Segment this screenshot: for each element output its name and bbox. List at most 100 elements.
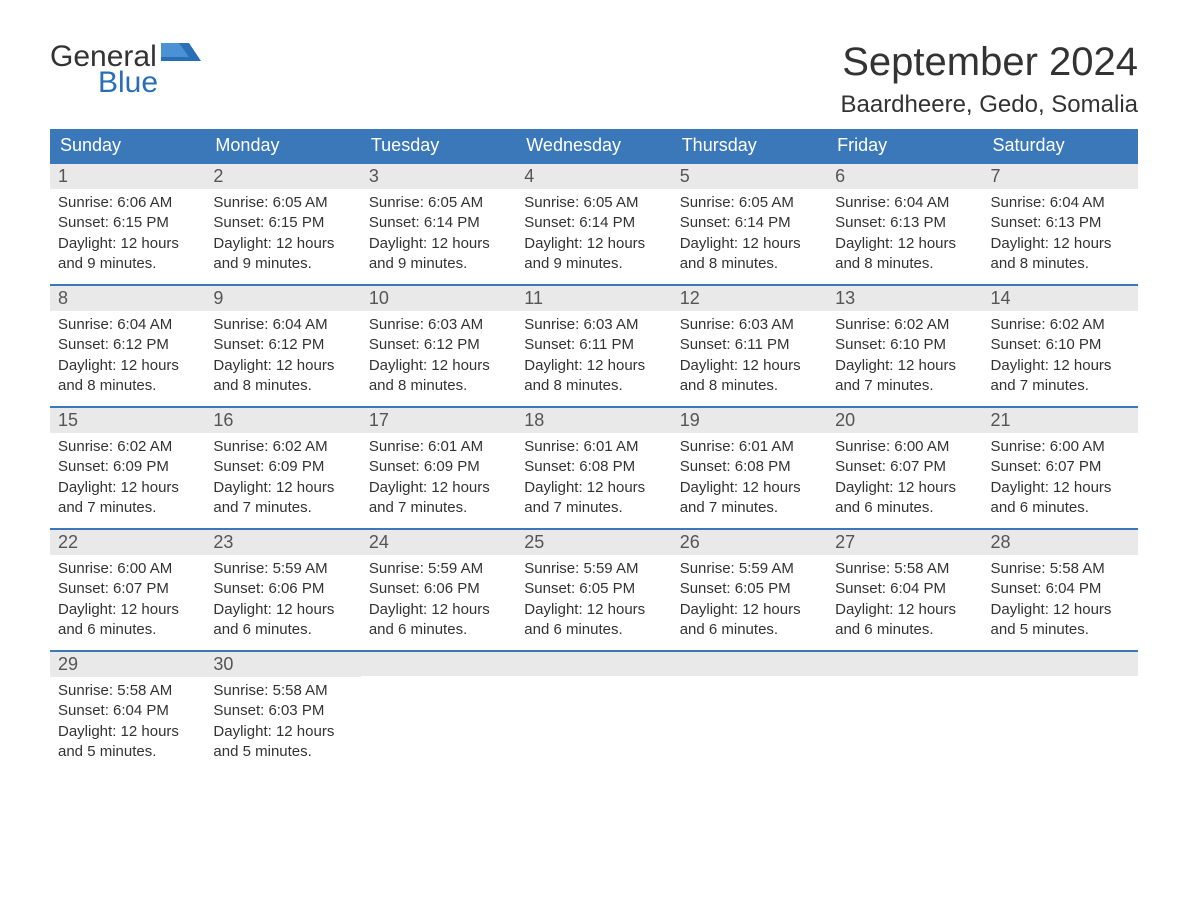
sunset-text: Sunset: 6:15 PM xyxy=(58,213,197,233)
day-body: Sunrise: 6:05 AMSunset: 6:14 PMDaylight:… xyxy=(672,189,827,284)
sunrise-text: Sunrise: 5:59 AM xyxy=(680,559,819,579)
day-number: 26 xyxy=(672,530,827,555)
daylight-text: Daylight: 12 hours and 9 minutes. xyxy=(524,234,663,275)
sunset-text: Sunset: 6:04 PM xyxy=(835,579,974,599)
sunrise-text: Sunrise: 6:06 AM xyxy=(58,193,197,213)
day-body: Sunrise: 6:04 AMSunset: 6:13 PMDaylight:… xyxy=(983,189,1138,284)
daylight-text: Daylight: 12 hours and 8 minutes. xyxy=(991,234,1130,275)
day-body: Sunrise: 6:00 AMSunset: 6:07 PMDaylight:… xyxy=(827,433,982,528)
day-body: Sunrise: 5:58 AMSunset: 6:04 PMDaylight:… xyxy=(827,555,982,650)
day-number: 9 xyxy=(205,286,360,311)
sunrise-text: Sunrise: 5:58 AM xyxy=(991,559,1130,579)
day-body: Sunrise: 6:05 AMSunset: 6:15 PMDaylight:… xyxy=(205,189,360,284)
day-number: 7 xyxy=(983,164,1138,189)
sunset-text: Sunset: 6:06 PM xyxy=(213,579,352,599)
day-cell xyxy=(361,652,516,772)
day-cell: 22Sunrise: 6:00 AMSunset: 6:07 PMDayligh… xyxy=(50,530,205,650)
logo-flag-icon xyxy=(161,43,201,72)
sunrise-text: Sunrise: 5:59 AM xyxy=(213,559,352,579)
week-row: 29Sunrise: 5:58 AMSunset: 6:04 PMDayligh… xyxy=(50,650,1138,772)
sunrise-text: Sunrise: 6:02 AM xyxy=(991,315,1130,335)
day-cell: 7Sunrise: 6:04 AMSunset: 6:13 PMDaylight… xyxy=(983,164,1138,284)
day-header-row: SundayMondayTuesdayWednesdayThursdayFrid… xyxy=(50,129,1138,162)
sunrise-text: Sunrise: 6:01 AM xyxy=(524,437,663,457)
day-body: Sunrise: 6:03 AMSunset: 6:11 PMDaylight:… xyxy=(516,311,671,406)
week-row: 1Sunrise: 6:06 AMSunset: 6:15 PMDaylight… xyxy=(50,162,1138,284)
sunrise-text: Sunrise: 6:01 AM xyxy=(680,437,819,457)
day-number: 5 xyxy=(672,164,827,189)
sunrise-text: Sunrise: 5:58 AM xyxy=(213,681,352,701)
day-body: Sunrise: 5:59 AMSunset: 6:05 PMDaylight:… xyxy=(672,555,827,650)
day-number: 4 xyxy=(516,164,671,189)
day-cell xyxy=(672,652,827,772)
week-row: 15Sunrise: 6:02 AMSunset: 6:09 PMDayligh… xyxy=(50,406,1138,528)
sunset-text: Sunset: 6:07 PM xyxy=(835,457,974,477)
day-number: 14 xyxy=(983,286,1138,311)
title-block: September 2024 Baardheere, Gedo, Somalia xyxy=(840,40,1138,119)
day-cell: 2Sunrise: 6:05 AMSunset: 6:15 PMDaylight… xyxy=(205,164,360,284)
day-body: Sunrise: 6:02 AMSunset: 6:09 PMDaylight:… xyxy=(50,433,205,528)
day-body xyxy=(827,676,982,690)
day-cell: 12Sunrise: 6:03 AMSunset: 6:11 PMDayligh… xyxy=(672,286,827,406)
day-cell: 26Sunrise: 5:59 AMSunset: 6:05 PMDayligh… xyxy=(672,530,827,650)
daylight-text: Daylight: 12 hours and 5 minutes. xyxy=(213,722,352,763)
day-number xyxy=(361,652,516,676)
day-number: 24 xyxy=(361,530,516,555)
sunrise-text: Sunrise: 6:05 AM xyxy=(369,193,508,213)
day-header-cell: Tuesday xyxy=(361,129,516,162)
day-cell: 9Sunrise: 6:04 AMSunset: 6:12 PMDaylight… xyxy=(205,286,360,406)
sunset-text: Sunset: 6:03 PM xyxy=(213,701,352,721)
daylight-text: Daylight: 12 hours and 6 minutes. xyxy=(991,478,1130,519)
day-body: Sunrise: 6:01 AMSunset: 6:08 PMDaylight:… xyxy=(516,433,671,528)
day-cell: 5Sunrise: 6:05 AMSunset: 6:14 PMDaylight… xyxy=(672,164,827,284)
day-number xyxy=(827,652,982,676)
daylight-text: Daylight: 12 hours and 8 minutes. xyxy=(369,356,508,397)
day-number: 13 xyxy=(827,286,982,311)
day-number: 27 xyxy=(827,530,982,555)
daylight-text: Daylight: 12 hours and 7 minutes. xyxy=(58,478,197,519)
calendar-table: SundayMondayTuesdayWednesdayThursdayFrid… xyxy=(50,129,1138,772)
sunset-text: Sunset: 6:12 PM xyxy=(369,335,508,355)
sunset-text: Sunset: 6:12 PM xyxy=(213,335,352,355)
sunrise-text: Sunrise: 5:59 AM xyxy=(369,559,508,579)
day-cell xyxy=(827,652,982,772)
day-header-cell: Friday xyxy=(827,129,982,162)
day-cell: 17Sunrise: 6:01 AMSunset: 6:09 PMDayligh… xyxy=(361,408,516,528)
day-cell: 21Sunrise: 6:00 AMSunset: 6:07 PMDayligh… xyxy=(983,408,1138,528)
day-number: 21 xyxy=(983,408,1138,433)
daylight-text: Daylight: 12 hours and 6 minutes. xyxy=(835,600,974,641)
day-number: 8 xyxy=(50,286,205,311)
day-body: Sunrise: 6:02 AMSunset: 6:10 PMDaylight:… xyxy=(983,311,1138,406)
daylight-text: Daylight: 12 hours and 7 minutes. xyxy=(213,478,352,519)
day-body: Sunrise: 6:05 AMSunset: 6:14 PMDaylight:… xyxy=(516,189,671,284)
sunrise-text: Sunrise: 6:01 AM xyxy=(369,437,508,457)
day-cell: 1Sunrise: 6:06 AMSunset: 6:15 PMDaylight… xyxy=(50,164,205,284)
day-header-cell: Wednesday xyxy=(516,129,671,162)
day-body: Sunrise: 5:58 AMSunset: 6:04 PMDaylight:… xyxy=(983,555,1138,650)
sunrise-text: Sunrise: 6:05 AM xyxy=(680,193,819,213)
day-header-cell: Monday xyxy=(205,129,360,162)
sunrise-text: Sunrise: 6:00 AM xyxy=(991,437,1130,457)
sunset-text: Sunset: 6:04 PM xyxy=(58,701,197,721)
day-body: Sunrise: 6:00 AMSunset: 6:07 PMDaylight:… xyxy=(983,433,1138,528)
daylight-text: Daylight: 12 hours and 5 minutes. xyxy=(991,600,1130,641)
day-cell: 29Sunrise: 5:58 AMSunset: 6:04 PMDayligh… xyxy=(50,652,205,772)
day-cell xyxy=(983,652,1138,772)
day-header-cell: Thursday xyxy=(672,129,827,162)
sunset-text: Sunset: 6:13 PM xyxy=(991,213,1130,233)
day-number: 29 xyxy=(50,652,205,677)
sunrise-text: Sunrise: 6:02 AM xyxy=(835,315,974,335)
daylight-text: Daylight: 12 hours and 8 minutes. xyxy=(680,234,819,275)
daylight-text: Daylight: 12 hours and 6 minutes. xyxy=(835,478,974,519)
day-cell: 20Sunrise: 6:00 AMSunset: 6:07 PMDayligh… xyxy=(827,408,982,528)
week-row: 8Sunrise: 6:04 AMSunset: 6:12 PMDaylight… xyxy=(50,284,1138,406)
day-body: Sunrise: 5:58 AMSunset: 6:04 PMDaylight:… xyxy=(50,677,205,772)
sunset-text: Sunset: 6:14 PM xyxy=(524,213,663,233)
location-text: Baardheere, Gedo, Somalia xyxy=(840,91,1138,119)
day-cell: 15Sunrise: 6:02 AMSunset: 6:09 PMDayligh… xyxy=(50,408,205,528)
daylight-text: Daylight: 12 hours and 6 minutes. xyxy=(213,600,352,641)
day-number: 28 xyxy=(983,530,1138,555)
day-body: Sunrise: 6:02 AMSunset: 6:09 PMDaylight:… xyxy=(205,433,360,528)
daylight-text: Daylight: 12 hours and 8 minutes. xyxy=(58,356,197,397)
sunrise-text: Sunrise: 5:58 AM xyxy=(58,681,197,701)
